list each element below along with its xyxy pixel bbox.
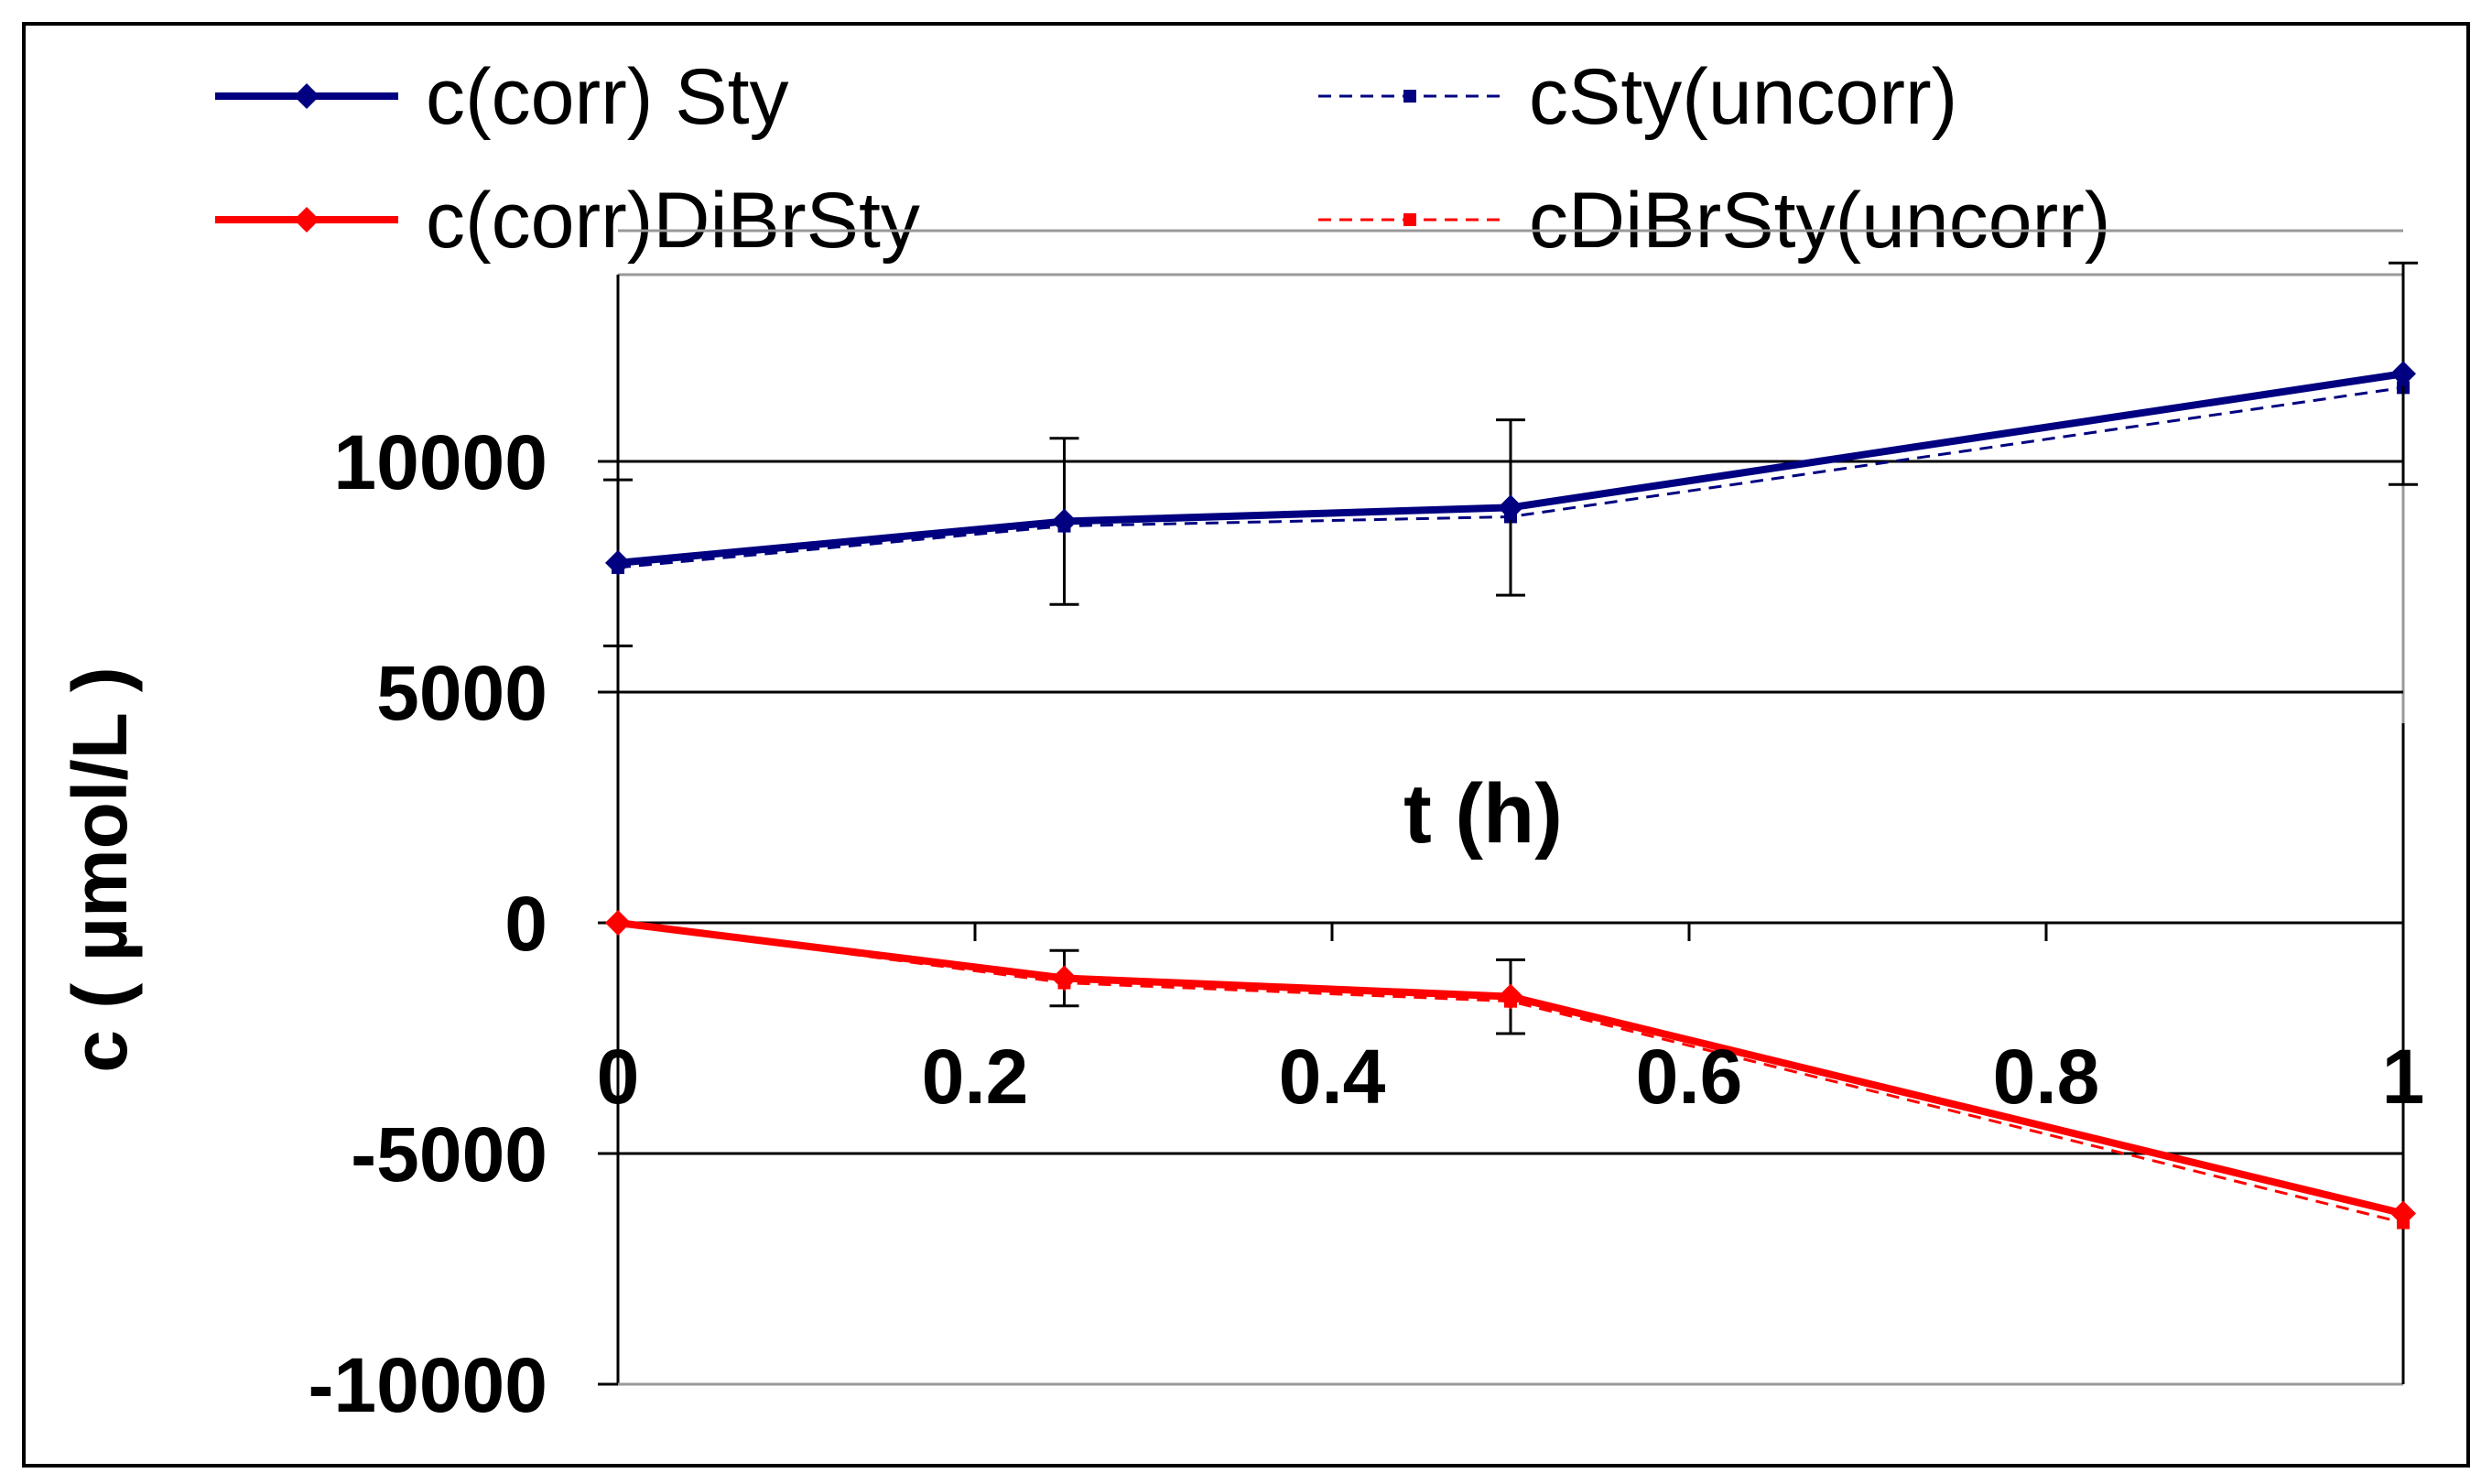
x-tick-label-0: 0 bbox=[597, 1034, 640, 1120]
legend-label-1: cSty(uncorr) bbox=[1529, 53, 1957, 141]
legend-marker-1 bbox=[1403, 90, 1416, 103]
legend: c(corr) Sty cSty(uncorr) c(corr)DiBrSty cDi… bbox=[215, 53, 2111, 265]
y-tick-label--5000: -5000 bbox=[351, 1111, 547, 1197]
x-tick-label-0.4: 0.4 bbox=[1279, 1034, 1386, 1120]
legend-entry-3: cDiBrSty(uncorr) bbox=[1318, 177, 2111, 265]
series-0 bbox=[603, 261, 2418, 648]
axes bbox=[598, 275, 2405, 1386]
series-line-2 bbox=[617, 919, 2404, 1218]
x-tick-label-0.2: 0.2 bbox=[922, 1034, 1029, 1120]
series-2 bbox=[605, 910, 2416, 1227]
series-layer bbox=[603, 261, 2418, 1229]
point-0-0 bbox=[605, 549, 631, 576]
legend-label-3: cDiBrSty(uncorr) bbox=[1529, 177, 2111, 265]
legend-marker-2 bbox=[294, 207, 320, 233]
point-2-1 bbox=[1051, 965, 1078, 991]
point-2-2 bbox=[1498, 983, 1523, 1010]
point-2-3 bbox=[2390, 1200, 2416, 1227]
legend-entry-1: cSty(uncorr) bbox=[1318, 53, 1957, 141]
x-tick-label-0.8: 0.8 bbox=[1993, 1034, 2100, 1120]
legend-label-0: c(corr) Sty bbox=[426, 53, 789, 141]
x-tick-label-0.6: 0.6 bbox=[1636, 1034, 1743, 1120]
y-tick-label-5000: 5000 bbox=[376, 650, 547, 736]
y-tick-label-0: 0 bbox=[504, 881, 547, 967]
series-line-0 bbox=[617, 370, 2404, 567]
x-axis-label: t (h) bbox=[1403, 767, 1563, 861]
legend-label-2: c(corr)DiBrSty bbox=[426, 177, 920, 265]
tick-labels: -10000 -5000 0 5000 10000 0 0.2 0.4 0.6 0.8 1 bbox=[308, 419, 2424, 1428]
point-0-1 bbox=[1051, 508, 1078, 535]
x-tick-label-1: 1 bbox=[2382, 1034, 2425, 1120]
legend-entry-0: c(corr) Sty bbox=[215, 53, 789, 141]
legend-marker-3 bbox=[1403, 213, 1416, 226]
chart-frame bbox=[22, 22, 2470, 1468]
y-tick-label--10000: -10000 bbox=[308, 1342, 547, 1428]
legend-entry-2: c(corr)DiBrSty bbox=[215, 177, 920, 265]
legend-marker-0 bbox=[294, 83, 320, 109]
point-0-2 bbox=[1498, 494, 1523, 521]
point-0-3 bbox=[2390, 361, 2416, 387]
y-tick-label-10000: 10000 bbox=[333, 419, 547, 505]
series-line-3 bbox=[617, 921, 2404, 1225]
point-2-0 bbox=[605, 910, 631, 936]
y-axis-label: c ( µmol/L ) bbox=[57, 666, 143, 1073]
